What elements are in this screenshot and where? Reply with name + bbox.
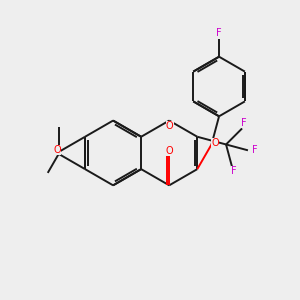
- Text: O: O: [211, 138, 219, 148]
- Text: F: F: [252, 145, 257, 155]
- Text: F: F: [231, 167, 236, 176]
- Text: O: O: [53, 146, 61, 155]
- Text: O: O: [166, 121, 174, 131]
- Text: F: F: [241, 118, 246, 128]
- Text: O: O: [166, 146, 174, 155]
- Text: F: F: [216, 28, 222, 38]
